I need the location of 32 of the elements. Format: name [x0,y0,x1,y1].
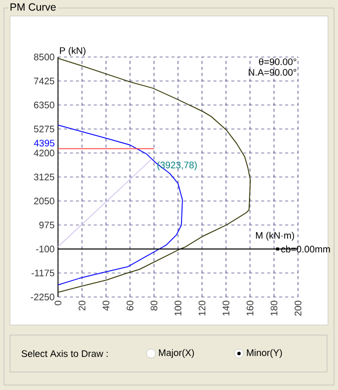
x-tick-label: 180 [270,300,278,316]
y-tick-label: -100 [36,246,54,252]
chart-title: PM Curve [10,3,56,11]
x-tick-label: 120 [198,300,206,316]
x-tick-label: 20 [78,300,86,310]
y-tick-label: 2050 [34,198,54,204]
text: Major(X) [158,349,194,358]
x-axis-title: M (kN·m) [256,232,294,241]
x-tick-label: 40 [102,300,110,311]
y-tick-label: -2250 [30,294,54,300]
y-tick-label: 7425 [34,78,54,84]
x-tick-label: 80 [150,300,158,310]
annotation: 4395 [34,140,54,146]
y-axis-title: P (kN) [60,46,86,56]
text: Minor(Y) [246,349,282,358]
y-tick-label: 3125 [34,174,54,180]
y-tick-label: 6350 [34,102,54,108]
x-tick-label: 140 [222,300,230,316]
x-tick-label: 60 [126,300,134,310]
annotation: cb=0.00mm [281,246,330,252]
x-tick-label: 200 [294,300,302,316]
x-tick-label: 160 [246,300,254,316]
annotation: N.A=90.00° [248,68,296,76]
x-tick-label: 0 [54,300,62,306]
y-tick-label: 8500 [34,54,54,60]
x-tick-label: 100 [174,300,182,316]
y-tick-label: 975 [39,222,54,228]
annotation: θ=90.00° [259,58,296,66]
y-tick-label: 4200 [34,150,54,156]
y-tick-label: 5275 [34,126,54,132]
text: Select Axis to Draw : [22,350,108,357]
y-tick-label: -1175 [32,270,54,276]
